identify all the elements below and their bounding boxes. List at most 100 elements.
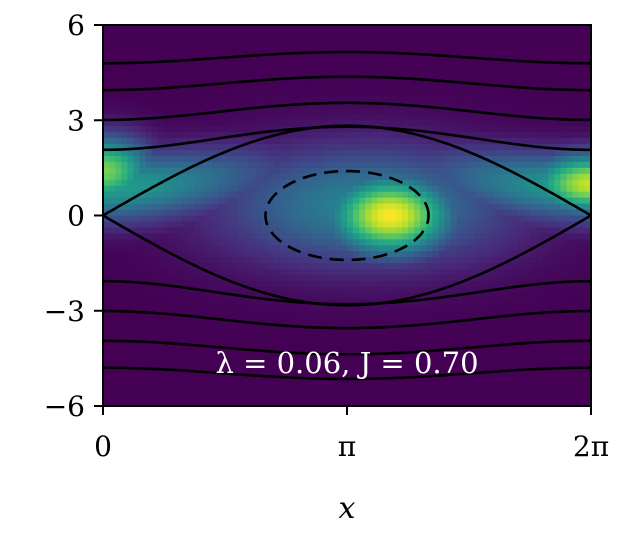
- heatmap-cell: [206, 322, 214, 330]
- heatmap-cell: [572, 90, 580, 98]
- heatmap-cell: [420, 108, 427, 115]
- heatmap-cell: [414, 364, 421, 371]
- heatmap-cell: [444, 102, 452, 109]
- heatmap-cell: [444, 334, 452, 342]
- heatmap-cell: [523, 66, 531, 74]
- heatmap-cell: [298, 316, 305, 324]
- heatmap-cell: [298, 25, 305, 32]
- heatmap-cell: [420, 203, 427, 211]
- heatmap-cell: [530, 322, 537, 330]
- heatmap-cell: [200, 346, 208, 354]
- heatmap-cell: [212, 197, 220, 205]
- heatmap-cell: [170, 48, 177, 56]
- heatmap-cell: [523, 138, 531, 145]
- heatmap-cell: [328, 54, 336, 62]
- heatmap-cell: [475, 161, 482, 169]
- heatmap-cell: [359, 30, 366, 38]
- heatmap-cell: [212, 114, 220, 121]
- heatmap-cell: [255, 322, 263, 330]
- heatmap-cell: [530, 30, 537, 38]
- heatmap-cell: [164, 352, 171, 359]
- heatmap-cell: [523, 25, 531, 32]
- heatmap-cell: [157, 346, 165, 354]
- heatmap-cell: [469, 239, 476, 246]
- heatmap-cell: [164, 96, 171, 103]
- heatmap-cell: [261, 197, 269, 205]
- heatmap-cell: [170, 358, 177, 365]
- heatmap-cell: [359, 25, 366, 32]
- heatmap-cell: [139, 209, 147, 217]
- heatmap-cell: [542, 120, 549, 127]
- heatmap-cell: [103, 257, 110, 264]
- heatmap-cell: [340, 316, 348, 324]
- heatmap-cell: [316, 292, 324, 300]
- heatmap-cell: [273, 245, 281, 252]
- heatmap-cell: [316, 209, 324, 217]
- heatmap-cell: [304, 286, 311, 294]
- heatmap-cell: [469, 328, 476, 336]
- heatmap-cell: [139, 78, 147, 86]
- heatmap-cell: [340, 167, 348, 175]
- heatmap-cell: [359, 108, 366, 115]
- heatmap-cell: [127, 54, 135, 62]
- heatmap-cell: [548, 322, 555, 330]
- heatmap-cell: [511, 239, 519, 246]
- heatmap-cell: [115, 310, 122, 318]
- heatmap-cell: [151, 90, 159, 98]
- heatmap-cell: [347, 233, 354, 240]
- heatmap-cell: [231, 352, 238, 359]
- heatmap-cell: [475, 132, 482, 139]
- heatmap-cell: [194, 72, 202, 80]
- heatmap-cell: [444, 60, 452, 68]
- heatmap-cell: [328, 275, 336, 282]
- heatmap-cell: [286, 257, 293, 264]
- heatmap-cell: [523, 60, 531, 68]
- heatmap-cell: [322, 108, 330, 115]
- heatmap-cell: [395, 138, 403, 145]
- heatmap-cell: [298, 233, 305, 240]
- heatmap-cell: [420, 352, 427, 359]
- heatmap-cell: [109, 209, 116, 217]
- heatmap-cell: [548, 48, 555, 56]
- heatmap-cell: [548, 310, 555, 318]
- heatmap-cell: [255, 257, 263, 264]
- heatmap-cell: [225, 251, 232, 258]
- heatmap-cell: [231, 203, 238, 211]
- heatmap-cell: [243, 280, 250, 288]
- heatmap-cell: [212, 209, 220, 217]
- heatmap-cell: [359, 150, 366, 157]
- heatmap-cell: [383, 120, 391, 127]
- heatmap-cell: [542, 352, 549, 359]
- heatmap-cell: [505, 144, 513, 151]
- heatmap-cell: [218, 30, 226, 38]
- heatmap-cell: [182, 120, 189, 127]
- heatmap-cell: [548, 155, 555, 163]
- heatmap-cell: [536, 245, 543, 252]
- heatmap-cell: [365, 257, 372, 264]
- heatmap-cell: [499, 292, 507, 300]
- heatmap-cell: [572, 155, 580, 163]
- heatmap-cell: [298, 358, 305, 365]
- heatmap-cell: [493, 114, 501, 121]
- heatmap-cell: [206, 245, 214, 252]
- heatmap-cell: [395, 108, 403, 115]
- heatmap-cell: [243, 102, 250, 109]
- heatmap-cell: [444, 150, 452, 157]
- heatmap-cell: [408, 30, 415, 38]
- heatmap-cell: [505, 114, 513, 121]
- heatmap-cell: [188, 102, 196, 109]
- heatmap-cell: [414, 48, 421, 56]
- heatmap-cell: [438, 90, 446, 98]
- heatmap-cell: [493, 48, 501, 56]
- heatmap-cell: [377, 30, 385, 38]
- heatmap-cell: [420, 400, 427, 406]
- heatmap-cell: [371, 346, 379, 354]
- heatmap-cell: [304, 179, 311, 187]
- heatmap-cell: [103, 114, 110, 121]
- heatmap-cell: [408, 376, 415, 383]
- heatmap-cell: [383, 292, 391, 300]
- heatmap-cell: [133, 138, 141, 145]
- heatmap-cell: [432, 173, 440, 181]
- heatmap-cell: [475, 364, 482, 371]
- heatmap-cell: [371, 42, 379, 50]
